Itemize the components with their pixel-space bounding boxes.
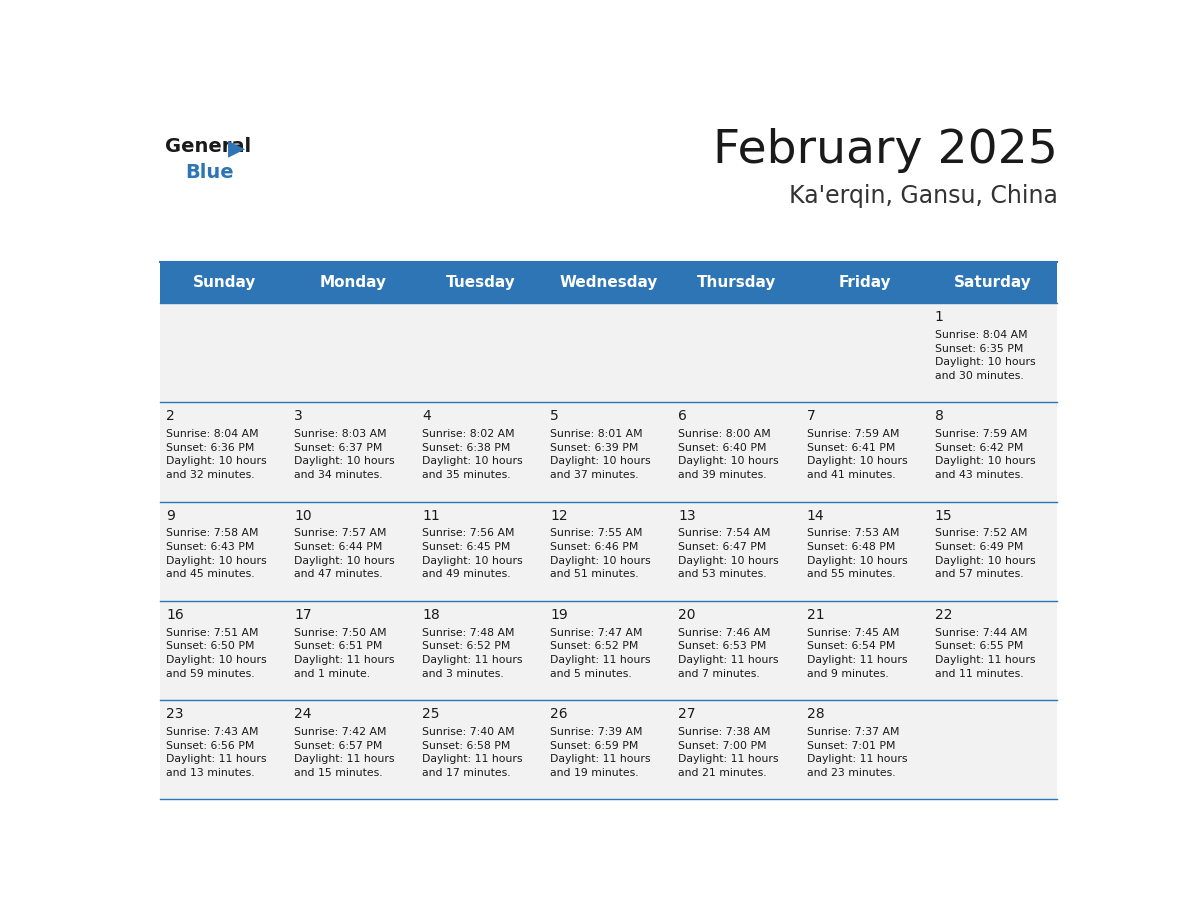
Bar bbox=[160, 303, 1057, 402]
Text: 21: 21 bbox=[807, 608, 824, 621]
Text: Sunrise: 7:40 AM
Sunset: 6:58 PM
Daylight: 11 hours
and 17 minutes.: Sunrise: 7:40 AM Sunset: 6:58 PM Dayligh… bbox=[422, 727, 523, 778]
Bar bbox=[160, 402, 1057, 501]
Text: Monday: Monday bbox=[320, 275, 386, 290]
Text: Sunrise: 7:42 AM
Sunset: 6:57 PM
Daylight: 11 hours
and 15 minutes.: Sunrise: 7:42 AM Sunset: 6:57 PM Dayligh… bbox=[295, 727, 394, 778]
Text: Sunday: Sunday bbox=[192, 275, 257, 290]
Text: Tuesday: Tuesday bbox=[446, 275, 516, 290]
Text: Sunrise: 7:53 AM
Sunset: 6:48 PM
Daylight: 10 hours
and 55 minutes.: Sunrise: 7:53 AM Sunset: 6:48 PM Dayligh… bbox=[807, 529, 908, 579]
Text: 26: 26 bbox=[550, 707, 568, 722]
Text: 1: 1 bbox=[935, 310, 943, 324]
Text: 4: 4 bbox=[422, 409, 431, 423]
Text: ▶: ▶ bbox=[228, 139, 245, 158]
Text: Sunrise: 7:54 AM
Sunset: 6:47 PM
Daylight: 10 hours
and 53 minutes.: Sunrise: 7:54 AM Sunset: 6:47 PM Dayligh… bbox=[678, 529, 779, 579]
Text: 11: 11 bbox=[422, 509, 440, 522]
Text: 18: 18 bbox=[422, 608, 440, 621]
Text: 9: 9 bbox=[166, 509, 175, 522]
Text: Sunrise: 8:04 AM
Sunset: 6:35 PM
Daylight: 10 hours
and 30 minutes.: Sunrise: 8:04 AM Sunset: 6:35 PM Dayligh… bbox=[935, 330, 1035, 381]
Text: 28: 28 bbox=[807, 707, 824, 722]
Text: 13: 13 bbox=[678, 509, 696, 522]
Text: Wednesday: Wednesday bbox=[560, 275, 658, 290]
Text: Sunrise: 7:45 AM
Sunset: 6:54 PM
Daylight: 11 hours
and 9 minutes.: Sunrise: 7:45 AM Sunset: 6:54 PM Dayligh… bbox=[807, 628, 906, 678]
Bar bbox=[160, 700, 1057, 800]
Text: 24: 24 bbox=[295, 707, 311, 722]
Text: 10: 10 bbox=[295, 509, 311, 522]
Text: February 2025: February 2025 bbox=[713, 128, 1059, 173]
Text: 22: 22 bbox=[935, 608, 952, 621]
Text: Blue: Blue bbox=[185, 163, 234, 183]
Text: Sunrise: 7:44 AM
Sunset: 6:55 PM
Daylight: 11 hours
and 11 minutes.: Sunrise: 7:44 AM Sunset: 6:55 PM Dayligh… bbox=[935, 628, 1035, 678]
Text: Sunrise: 7:37 AM
Sunset: 7:01 PM
Daylight: 11 hours
and 23 minutes.: Sunrise: 7:37 AM Sunset: 7:01 PM Dayligh… bbox=[807, 727, 906, 778]
Text: 3: 3 bbox=[295, 409, 303, 423]
Text: 23: 23 bbox=[166, 707, 183, 722]
Text: Sunrise: 8:02 AM
Sunset: 6:38 PM
Daylight: 10 hours
and 35 minutes.: Sunrise: 8:02 AM Sunset: 6:38 PM Dayligh… bbox=[422, 430, 523, 480]
Text: Sunrise: 7:51 AM
Sunset: 6:50 PM
Daylight: 10 hours
and 59 minutes.: Sunrise: 7:51 AM Sunset: 6:50 PM Dayligh… bbox=[166, 628, 266, 678]
Text: 14: 14 bbox=[807, 509, 824, 522]
Text: Sunrise: 8:03 AM
Sunset: 6:37 PM
Daylight: 10 hours
and 34 minutes.: Sunrise: 8:03 AM Sunset: 6:37 PM Dayligh… bbox=[295, 430, 394, 480]
Text: Sunrise: 7:43 AM
Sunset: 6:56 PM
Daylight: 11 hours
and 13 minutes.: Sunrise: 7:43 AM Sunset: 6:56 PM Dayligh… bbox=[166, 727, 266, 778]
Bar bbox=[160, 501, 1057, 601]
Text: 20: 20 bbox=[678, 608, 696, 621]
Text: Sunrise: 7:58 AM
Sunset: 6:43 PM
Daylight: 10 hours
and 45 minutes.: Sunrise: 7:58 AM Sunset: 6:43 PM Dayligh… bbox=[166, 529, 266, 579]
Bar bbox=[160, 263, 1057, 303]
Text: Sunrise: 8:00 AM
Sunset: 6:40 PM
Daylight: 10 hours
and 39 minutes.: Sunrise: 8:00 AM Sunset: 6:40 PM Dayligh… bbox=[678, 430, 779, 480]
Text: 19: 19 bbox=[550, 608, 568, 621]
Text: Sunrise: 7:47 AM
Sunset: 6:52 PM
Daylight: 11 hours
and 5 minutes.: Sunrise: 7:47 AM Sunset: 6:52 PM Dayligh… bbox=[550, 628, 651, 678]
Text: Saturday: Saturday bbox=[954, 275, 1032, 290]
Text: 2: 2 bbox=[166, 409, 175, 423]
Text: Ka'erqin, Gansu, China: Ka'erqin, Gansu, China bbox=[789, 185, 1059, 208]
Text: 8: 8 bbox=[935, 409, 943, 423]
Text: General: General bbox=[165, 137, 251, 156]
Text: 16: 16 bbox=[166, 608, 184, 621]
Text: Sunrise: 7:38 AM
Sunset: 7:00 PM
Daylight: 11 hours
and 21 minutes.: Sunrise: 7:38 AM Sunset: 7:00 PM Dayligh… bbox=[678, 727, 779, 778]
Text: Sunrise: 7:46 AM
Sunset: 6:53 PM
Daylight: 11 hours
and 7 minutes.: Sunrise: 7:46 AM Sunset: 6:53 PM Dayligh… bbox=[678, 628, 779, 678]
Text: Sunrise: 7:59 AM
Sunset: 6:41 PM
Daylight: 10 hours
and 41 minutes.: Sunrise: 7:59 AM Sunset: 6:41 PM Dayligh… bbox=[807, 430, 908, 480]
Text: Sunrise: 7:52 AM
Sunset: 6:49 PM
Daylight: 10 hours
and 57 minutes.: Sunrise: 7:52 AM Sunset: 6:49 PM Dayligh… bbox=[935, 529, 1035, 579]
Text: 25: 25 bbox=[422, 707, 440, 722]
Text: 6: 6 bbox=[678, 409, 688, 423]
Text: Sunrise: 7:48 AM
Sunset: 6:52 PM
Daylight: 11 hours
and 3 minutes.: Sunrise: 7:48 AM Sunset: 6:52 PM Dayligh… bbox=[422, 628, 523, 678]
Text: Sunrise: 7:39 AM
Sunset: 6:59 PM
Daylight: 11 hours
and 19 minutes.: Sunrise: 7:39 AM Sunset: 6:59 PM Dayligh… bbox=[550, 727, 651, 778]
Text: 17: 17 bbox=[295, 608, 311, 621]
Text: Sunrise: 7:59 AM
Sunset: 6:42 PM
Daylight: 10 hours
and 43 minutes.: Sunrise: 7:59 AM Sunset: 6:42 PM Dayligh… bbox=[935, 430, 1035, 480]
Text: Sunrise: 7:50 AM
Sunset: 6:51 PM
Daylight: 11 hours
and 1 minute.: Sunrise: 7:50 AM Sunset: 6:51 PM Dayligh… bbox=[295, 628, 394, 678]
Text: Sunrise: 8:04 AM
Sunset: 6:36 PM
Daylight: 10 hours
and 32 minutes.: Sunrise: 8:04 AM Sunset: 6:36 PM Dayligh… bbox=[166, 430, 266, 480]
Text: Sunrise: 7:57 AM
Sunset: 6:44 PM
Daylight: 10 hours
and 47 minutes.: Sunrise: 7:57 AM Sunset: 6:44 PM Dayligh… bbox=[295, 529, 394, 579]
Text: Thursday: Thursday bbox=[697, 275, 777, 290]
Text: Sunrise: 7:56 AM
Sunset: 6:45 PM
Daylight: 10 hours
and 49 minutes.: Sunrise: 7:56 AM Sunset: 6:45 PM Dayligh… bbox=[422, 529, 523, 579]
Text: 7: 7 bbox=[807, 409, 815, 423]
Bar bbox=[160, 601, 1057, 700]
Text: Friday: Friday bbox=[839, 275, 891, 290]
Text: Sunrise: 8:01 AM
Sunset: 6:39 PM
Daylight: 10 hours
and 37 minutes.: Sunrise: 8:01 AM Sunset: 6:39 PM Dayligh… bbox=[550, 430, 651, 480]
Text: 27: 27 bbox=[678, 707, 696, 722]
Text: Sunrise: 7:55 AM
Sunset: 6:46 PM
Daylight: 10 hours
and 51 minutes.: Sunrise: 7:55 AM Sunset: 6:46 PM Dayligh… bbox=[550, 529, 651, 579]
Text: 5: 5 bbox=[550, 409, 560, 423]
Text: 15: 15 bbox=[935, 509, 953, 522]
Text: 12: 12 bbox=[550, 509, 568, 522]
